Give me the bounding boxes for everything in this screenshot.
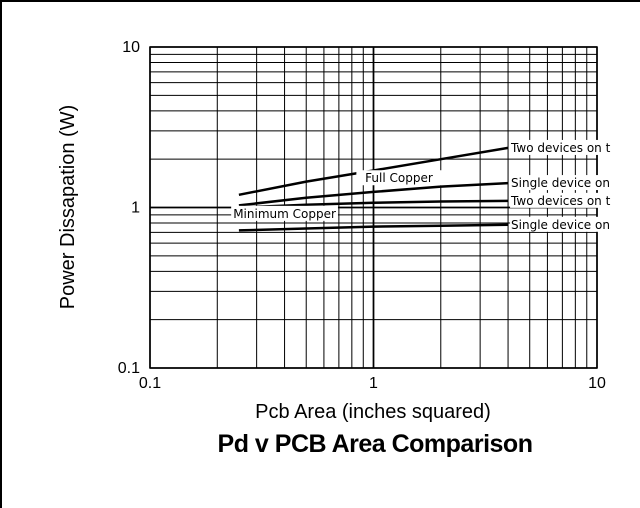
y-axis-label: Power Dissapation (W) xyxy=(57,105,79,310)
series-label: Single device on xyxy=(511,218,610,232)
chart-title: Pd v PCB Area Comparison xyxy=(218,430,533,458)
series-line xyxy=(238,181,509,207)
y-tick-label: 10 xyxy=(122,39,140,56)
annotation-bg xyxy=(231,205,338,221)
tick-labels: 0.1 1 10 10 1 0.1 xyxy=(118,39,606,392)
series-line xyxy=(238,223,509,232)
grid xyxy=(149,46,598,369)
x-tick-label: 1 xyxy=(369,375,378,392)
x-tick-label: 10 xyxy=(588,375,606,392)
series-label-bg xyxy=(510,175,620,191)
y-tick-label: 0.1 xyxy=(118,360,140,377)
annotation-bg xyxy=(356,170,442,186)
series-label: Two devices on t xyxy=(510,141,611,155)
annotations: Full Copper Minimum Copper xyxy=(231,170,442,221)
series-group: Two devices on t Single device on Two devi… xyxy=(238,139,620,232)
annotation-label: Full Copper xyxy=(365,171,433,185)
y-tick-label: 1 xyxy=(131,200,140,217)
series-label-bg xyxy=(510,192,620,208)
series-label-bg xyxy=(510,139,620,155)
series-label: Two devices on t xyxy=(510,194,611,208)
x-tick-label: 0.1 xyxy=(139,375,161,392)
series-line xyxy=(238,199,509,209)
annotation-label: Minimum Copper xyxy=(233,207,336,221)
series-label-bg xyxy=(510,216,620,232)
x-axis-label: Pcb Area (inches squared) xyxy=(255,401,491,423)
series-label: Single device on xyxy=(511,176,610,190)
